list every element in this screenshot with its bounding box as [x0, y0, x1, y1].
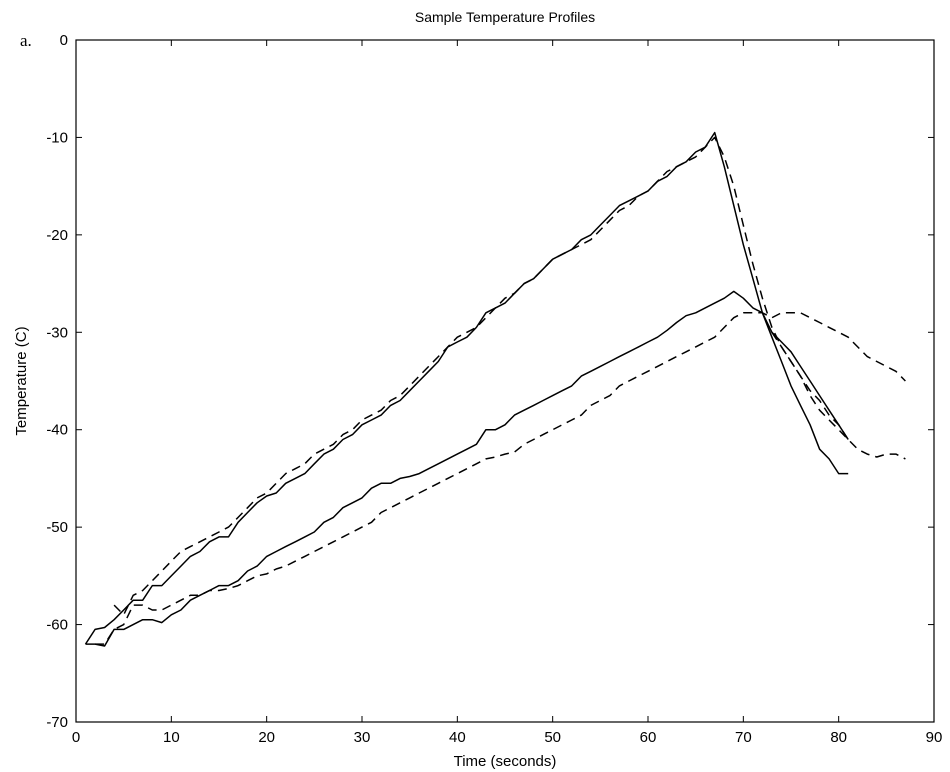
series-line-1-solid	[84, 131, 849, 645]
y-axis-label: Temperature (C)	[13, 326, 30, 435]
chart-title: Sample Temperature Profiles	[415, 9, 595, 25]
x-tick-label: 30	[354, 729, 371, 746]
x-tick-label: 90	[926, 729, 943, 746]
x-tick-label: 60	[640, 729, 657, 746]
x-axis-label: Time (seconds)	[454, 753, 557, 770]
series-line-5-dashed	[771, 331, 906, 460]
y-tick-label: -30	[46, 324, 68, 341]
panel-label: a.	[20, 31, 32, 50]
x-tick-label: 10	[163, 729, 180, 746]
y-tick-label: -40	[46, 422, 68, 439]
series-line-2-dashed	[113, 136, 849, 616]
series-line-4-dashed	[95, 312, 906, 645]
x-tick-label: 0	[72, 729, 80, 746]
x-tick-label: 40	[449, 729, 466, 746]
x-tick-label: 80	[830, 729, 847, 746]
x-tick-label: 20	[258, 729, 275, 746]
x-tick-label: 50	[544, 729, 561, 746]
y-tick-label: -60	[46, 617, 68, 634]
y-tick-label: -50	[46, 519, 68, 536]
series-line-3-solid	[85, 290, 849, 647]
y-tick-label: -10	[46, 129, 68, 146]
plot-frame	[75, 39, 935, 723]
y-tick-label: 0	[60, 32, 68, 49]
y-axis: 0 -10 -20 -30 -40 -50 -60 -70	[46, 32, 934, 731]
x-tick-label: 70	[735, 729, 752, 746]
y-tick-label: -70	[46, 714, 68, 731]
y-tick-label: -20	[46, 227, 68, 244]
x-axis: 0 10 20 30 40 50 60 70 80 90	[72, 40, 943, 746]
series-layer	[84, 131, 906, 647]
